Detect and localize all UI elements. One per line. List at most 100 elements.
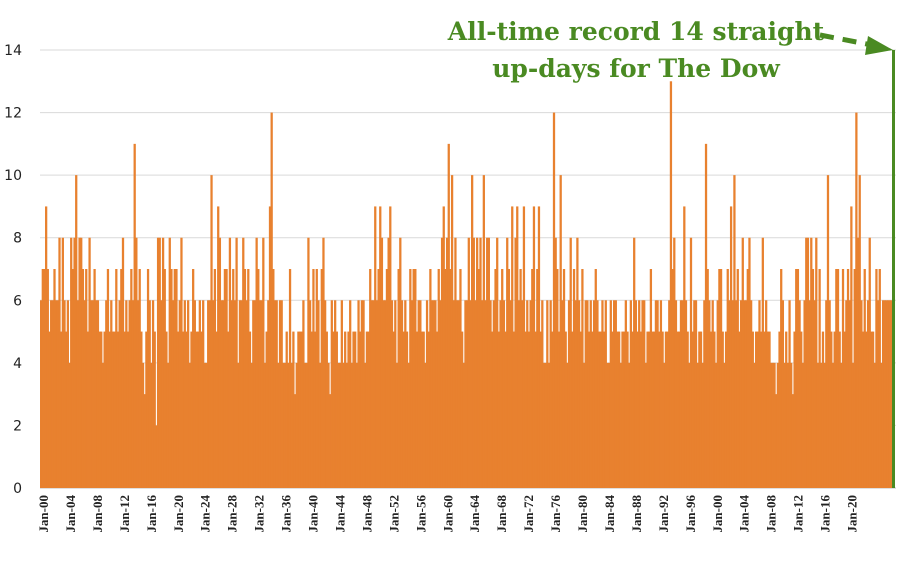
bar xyxy=(821,331,825,488)
bar xyxy=(524,331,527,488)
bar xyxy=(115,269,118,488)
bar xyxy=(230,300,233,488)
bar xyxy=(668,300,671,488)
bar xyxy=(287,362,290,488)
bar xyxy=(858,175,861,488)
bar xyxy=(402,331,405,488)
bar xyxy=(604,300,607,488)
bar xyxy=(63,300,66,488)
bar xyxy=(547,362,551,488)
bar xyxy=(262,237,265,488)
bar xyxy=(519,269,522,488)
bar xyxy=(803,300,806,488)
bar xyxy=(318,362,322,488)
x-tick-label: Jan-68 xyxy=(494,495,509,533)
bar xyxy=(780,269,783,488)
bar xyxy=(128,300,131,488)
bar xyxy=(551,331,554,488)
bar xyxy=(362,300,365,488)
bar xyxy=(141,362,145,488)
bar xyxy=(811,269,815,488)
bar xyxy=(455,300,459,488)
bar xyxy=(564,331,567,488)
bar xyxy=(263,362,267,488)
bar xyxy=(818,269,821,488)
x-tick-label: Jan-40 xyxy=(306,495,321,533)
bar xyxy=(743,300,746,488)
bar xyxy=(217,206,220,488)
bar xyxy=(481,300,484,488)
bar xyxy=(330,300,333,488)
bar xyxy=(709,331,713,488)
bar xyxy=(729,206,733,488)
bar xyxy=(599,331,602,488)
bar xyxy=(145,331,148,488)
bar xyxy=(484,300,487,488)
bar xyxy=(160,300,163,488)
bar xyxy=(435,331,439,488)
bar xyxy=(606,362,609,488)
bar xyxy=(576,237,579,488)
bar xyxy=(40,300,43,488)
bar xyxy=(327,362,330,488)
bar xyxy=(101,362,105,488)
bar xyxy=(252,300,255,488)
bar xyxy=(624,300,627,488)
x-tick-label: Jan-84 xyxy=(602,495,617,533)
bar xyxy=(415,331,419,488)
bar xyxy=(691,331,694,488)
bar xyxy=(686,331,689,488)
bar xyxy=(529,300,532,488)
record-bar xyxy=(892,50,895,488)
bar xyxy=(282,362,285,488)
bar xyxy=(731,300,734,488)
bar xyxy=(693,300,696,488)
bar xyxy=(681,300,684,488)
bar xyxy=(810,237,813,488)
bar xyxy=(866,300,870,488)
bar xyxy=(307,237,310,488)
bar xyxy=(714,362,718,488)
bar xyxy=(384,300,387,488)
bar xyxy=(404,300,407,488)
bar xyxy=(497,331,501,488)
bar xyxy=(770,362,773,488)
bar xyxy=(382,300,385,488)
bar xyxy=(445,237,449,488)
y-tick-label: 12 xyxy=(4,106,22,122)
y-tick-label: 4 xyxy=(13,356,22,372)
bar xyxy=(344,331,347,488)
bar xyxy=(790,362,793,488)
x-tick-label: Jan-28 xyxy=(225,495,240,533)
bar xyxy=(135,237,138,488)
bar xyxy=(80,237,83,488)
bar xyxy=(649,269,653,488)
bar xyxy=(609,300,612,488)
bar xyxy=(537,206,541,488)
bar xyxy=(793,331,796,488)
x-tick-label: Jan-36 xyxy=(279,495,294,533)
bar xyxy=(66,300,69,488)
bar xyxy=(726,269,729,488)
bar xyxy=(875,269,878,488)
bar xyxy=(272,269,275,488)
bar xyxy=(298,331,302,488)
bar xyxy=(721,331,724,488)
bar xyxy=(93,269,96,488)
bar xyxy=(427,331,430,488)
bar xyxy=(349,300,352,488)
bar xyxy=(678,331,681,488)
bar xyxy=(471,175,474,488)
bar xyxy=(704,143,708,488)
bar xyxy=(838,331,841,488)
bar xyxy=(352,331,355,488)
bar xyxy=(775,394,778,488)
bar xyxy=(888,300,891,488)
bar xyxy=(579,331,582,488)
x-tick-label: Jan-12 xyxy=(791,495,806,533)
x-tick-label: Jan-92 xyxy=(656,495,671,533)
bar xyxy=(355,362,359,488)
bar xyxy=(694,300,698,488)
bar xyxy=(50,300,53,488)
